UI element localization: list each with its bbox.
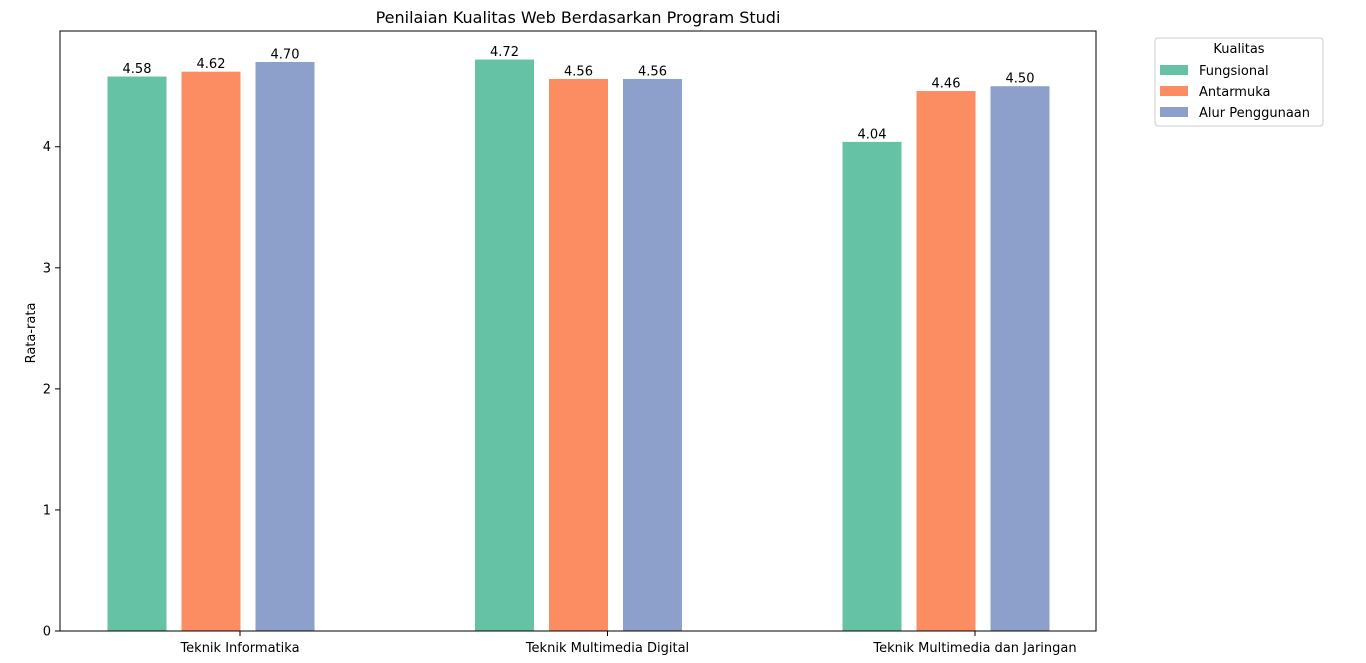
legend-swatch xyxy=(1160,86,1188,96)
data-label: 4.70 xyxy=(271,47,300,62)
plot-frame xyxy=(59,30,1097,632)
data-label: 4.58 xyxy=(123,62,152,77)
bar-alur-penggunaan xyxy=(623,78,682,631)
legend-entry: Alur Penggunaan xyxy=(1199,106,1310,121)
y-tick-label: 2 xyxy=(43,382,51,397)
y-tick-label: 1 xyxy=(43,503,51,518)
y-tick-label: 0 xyxy=(43,625,51,640)
data-label: 4.46 xyxy=(932,77,961,92)
data-label: 4.56 xyxy=(638,64,667,79)
legend-swatch xyxy=(1160,65,1188,75)
legend-box xyxy=(1154,37,1324,127)
data-label: 4.50 xyxy=(1006,72,1035,87)
x-tick-label: Teknik Multimedia dan Jaringan xyxy=(872,641,1076,656)
data-label: 4.56 xyxy=(564,64,593,79)
bar-alur-penggunaan xyxy=(255,61,315,631)
chart-title: Penilaian Kualitas Web Berdasarkan Progr… xyxy=(376,8,781,27)
bar-antarmuka xyxy=(549,78,608,631)
data-label: 4.04 xyxy=(858,127,887,142)
bar-fungsional xyxy=(842,141,902,632)
bar-antarmuka xyxy=(181,71,241,631)
bar-alur-penggunaan xyxy=(990,86,1050,631)
legend-swatch xyxy=(1160,107,1188,117)
legend-title: Kualitas xyxy=(1213,42,1264,57)
data-label: 4.72 xyxy=(490,45,519,60)
legend-entry: Fungsional xyxy=(1199,64,1269,79)
x-tick-label: Teknik Multimedia Digital xyxy=(525,641,689,656)
data-label: 4.62 xyxy=(197,57,226,72)
legend: Kualitas Fungsional Antarmuka Alur Pengguna… xyxy=(1154,37,1324,127)
legend-entry: Antarmuka xyxy=(1199,85,1270,100)
y-axis-label: Rata-rata xyxy=(24,303,39,364)
x-tick-label: Teknik Informatika xyxy=(179,641,299,656)
y-tick-label: 4 xyxy=(43,140,51,155)
bar-fungsional xyxy=(475,59,534,632)
y-tick-label: 3 xyxy=(43,261,51,276)
plot-area: 0 1 2 3 4 4.58 4.72 4.04 4.62 4.56 4.46 4.70 4.56 4.5… xyxy=(43,45,1077,656)
bar-antarmuka xyxy=(916,91,976,632)
bar-fungsional xyxy=(107,76,167,632)
